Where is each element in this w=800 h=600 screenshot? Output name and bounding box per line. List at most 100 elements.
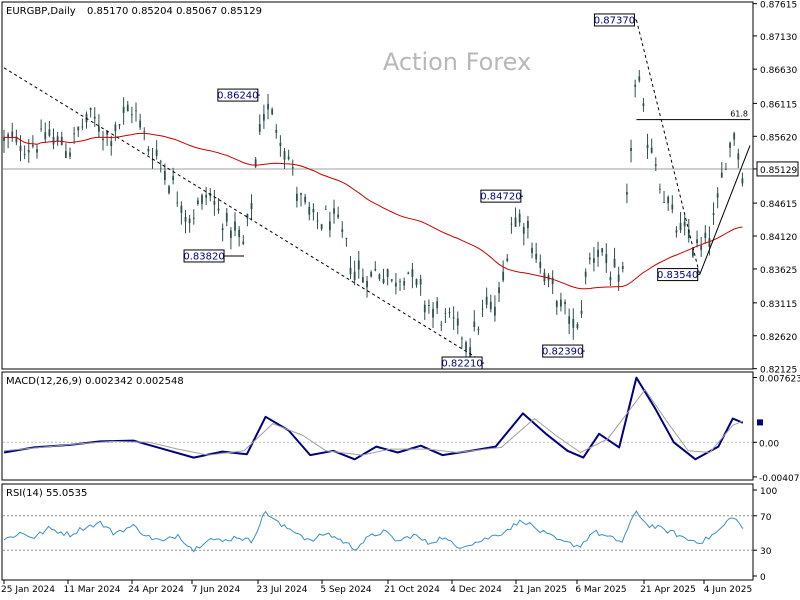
candle-body <box>320 224 323 229</box>
candle-body <box>333 208 335 214</box>
symbol-label: EURGBP,Daily <box>6 6 76 17</box>
x-axis-tick-label: 21 Oct 2024 <box>384 585 440 595</box>
x-axis-tick-label: 7 Jun 2024 <box>192 585 241 595</box>
candle-body <box>48 129 51 136</box>
candle-body <box>712 213 715 215</box>
price-layer: 61.8 0.86240 0.83820 0.82210 0.84720 0.82390 0… <box>3 13 752 370</box>
candle-body <box>172 176 175 181</box>
x-axis-tick-label: 23 Jul 2024 <box>257 585 308 595</box>
candle-body <box>275 129 278 133</box>
annotation-box <box>480 189 522 203</box>
rsi-title: RSI(14) 55.0535 <box>6 488 87 499</box>
candle-body <box>485 296 488 305</box>
candle-body <box>382 278 385 283</box>
candle-body <box>452 317 455 319</box>
candle-body <box>588 257 591 260</box>
macd-signal-line <box>3 389 743 456</box>
candle-body <box>617 274 620 282</box>
candle-body <box>419 279 422 285</box>
candle-body <box>7 134 10 138</box>
candle-body <box>502 271 505 281</box>
candle-body <box>52 136 55 145</box>
candle-body <box>221 228 224 231</box>
x-axis-tick-label: 11 Mar 2024 <box>63 585 120 595</box>
price-axis-tick-label: 0.82620 <box>760 333 797 343</box>
candle-body <box>102 138 104 141</box>
candle-body <box>201 195 203 204</box>
candle-body <box>720 172 723 178</box>
candle-body <box>316 220 319 222</box>
candle-body <box>444 312 447 314</box>
candle-body <box>151 159 154 161</box>
price-panel-frame <box>1 1 754 370</box>
macd-layer <box>3 376 752 461</box>
candle-body <box>143 131 146 133</box>
candle-body <box>3 137 5 141</box>
candle-body <box>366 280 368 288</box>
candle-body <box>638 76 641 81</box>
candle-body <box>27 149 30 153</box>
candle-body <box>456 318 459 326</box>
candle-body <box>489 301 492 310</box>
candle-body <box>465 342 467 351</box>
candle-body <box>461 338 463 339</box>
candle-body <box>597 249 599 257</box>
candle-body <box>667 196 670 204</box>
candle-body <box>506 258 509 261</box>
candle-body <box>568 316 571 324</box>
price-axis-tick-label: 0.84120 <box>760 233 797 243</box>
candle-body <box>159 161 162 163</box>
candle-body <box>238 229 241 238</box>
candle-body <box>659 188 661 190</box>
x-axis-tick-label: 4 Jun 2025 <box>704 585 752 595</box>
candle-body <box>89 107 92 110</box>
candle-body <box>328 221 331 231</box>
macd-panel-frame <box>1 371 754 481</box>
rsi-panel-frame <box>1 483 754 581</box>
candle-body <box>196 200 199 205</box>
candle-body <box>514 217 517 227</box>
candle-body <box>473 321 476 327</box>
candle-body <box>213 201 216 205</box>
candle-body <box>621 266 624 269</box>
candle-body <box>423 304 426 313</box>
candle-body <box>64 151 67 158</box>
candle-body <box>551 277 554 285</box>
fibonacci-level-label: 61.8 <box>730 110 748 119</box>
candle-body <box>675 230 678 233</box>
candle-body <box>539 261 542 268</box>
candle-body <box>176 202 179 204</box>
macd-axis-tick-label: 0.00 <box>759 439 779 449</box>
candle-body <box>262 113 265 121</box>
candle-body <box>584 271 587 277</box>
candle-body <box>345 238 348 239</box>
candle-body <box>225 212 228 222</box>
candle-body <box>716 193 719 198</box>
candle-body <box>40 128 43 130</box>
candle-body <box>609 277 612 281</box>
candle-body <box>613 258 616 268</box>
candle-body <box>692 248 694 257</box>
candle-body <box>15 136 18 143</box>
dashed-trend-line <box>3 67 485 363</box>
candle-body <box>481 308 484 310</box>
candle-body <box>44 132 47 140</box>
candle-body <box>494 306 496 316</box>
candle-body <box>308 206 311 215</box>
candle-body <box>283 151 286 160</box>
candle-body <box>19 145 22 152</box>
annotation-box <box>593 13 635 27</box>
annotation-box <box>542 344 584 358</box>
candle-body <box>564 301 566 305</box>
candle-body <box>122 106 125 113</box>
annotation-label: 0.83820 <box>183 251 224 262</box>
candle-body <box>378 274 381 279</box>
current-price-tick-label: 0.85129 <box>760 166 797 176</box>
macd-current-marker <box>757 419 763 426</box>
annotation-label: 0.87370 <box>594 15 635 26</box>
x-axis-tick-label: 21 Apr 2025 <box>640 585 696 595</box>
candle-body <box>696 239 698 244</box>
candle-body <box>324 209 327 211</box>
macd-axis-tick-label: -0.004073 <box>759 474 800 484</box>
